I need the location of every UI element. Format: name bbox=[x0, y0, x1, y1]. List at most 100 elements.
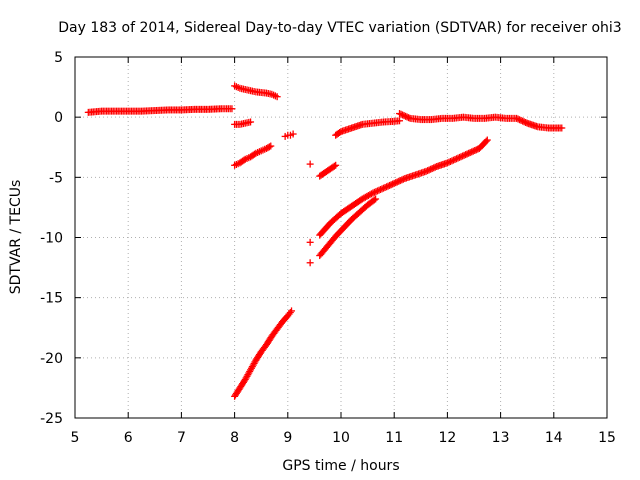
data-point-arc-7 bbox=[332, 161, 340, 169]
trace-point-arc-11 bbox=[519, 117, 527, 125]
plot-frame bbox=[74, 56, 608, 419]
trace-point-arc-8 bbox=[482, 137, 490, 145]
y-tick-label: 5 bbox=[54, 50, 63, 66]
trace-point-arc-8 bbox=[453, 155, 461, 163]
trace-point-arc-8 bbox=[445, 158, 453, 166]
data-point-arc-8 bbox=[465, 149, 473, 157]
trace-point-arc-2 bbox=[270, 91, 278, 99]
trace-point-arc-11 bbox=[403, 113, 411, 121]
trace-point-arc-11 bbox=[405, 114, 413, 122]
trace-point-arc-8 bbox=[381, 183, 389, 191]
trace-point-arc-8 bbox=[449, 156, 457, 164]
data-point-arc-8 bbox=[443, 159, 451, 167]
data-point-isolated bbox=[306, 160, 314, 168]
trace-point-arc-8 bbox=[393, 178, 401, 186]
trace-point-arc-8 bbox=[424, 167, 432, 175]
data-point-isolated bbox=[306, 238, 314, 246]
trace-point-arc-8 bbox=[456, 153, 464, 161]
x-tick-label: 10 bbox=[332, 430, 350, 446]
trace-point-arc-11 bbox=[402, 112, 410, 120]
trace-point-arc-8 bbox=[430, 164, 438, 172]
data-point-arc-3 bbox=[247, 118, 255, 126]
data-point-arc-6 bbox=[289, 130, 297, 138]
trace-point-arc-8 bbox=[472, 146, 480, 154]
y-tick-label: -15 bbox=[40, 291, 63, 307]
trace-point-arc-8 bbox=[457, 153, 465, 161]
data-point-isolated bbox=[306, 259, 314, 267]
x-tick-label: 8 bbox=[230, 430, 239, 446]
trace-point-arc-8 bbox=[431, 163, 439, 171]
trace-point-arc-8 bbox=[398, 176, 406, 184]
data-point-arc-8 bbox=[422, 167, 430, 175]
trace-point-arc-8 bbox=[425, 166, 433, 174]
trace-point-arc-8 bbox=[386, 181, 394, 189]
data-point-arc-8 bbox=[380, 184, 388, 192]
data-point-arc-10 bbox=[396, 117, 404, 125]
data-point-arc-4 bbox=[267, 142, 275, 150]
trace-point-arc-11 bbox=[400, 112, 408, 120]
data-point-arc-8 bbox=[483, 136, 491, 144]
trace-point-arc-8 bbox=[384, 182, 392, 190]
trace-point-arc-8 bbox=[396, 177, 404, 185]
data-point-arc-8 bbox=[369, 189, 377, 197]
trace-point-arc-8 bbox=[370, 188, 378, 196]
trace-point-arc-8 bbox=[373, 187, 381, 195]
trace-point-arc-11 bbox=[520, 118, 528, 126]
grid-lines bbox=[75, 57, 607, 418]
trace-point-arc-8 bbox=[427, 165, 435, 173]
trace-point-arc-11 bbox=[517, 116, 525, 124]
data-point-arc-11 bbox=[558, 124, 566, 132]
trace-point-arc-8 bbox=[446, 158, 454, 166]
trace-point-arc-8 bbox=[378, 185, 386, 193]
trace-point-arc-11 bbox=[516, 116, 524, 124]
trace-point-arc-8 bbox=[428, 165, 436, 173]
x-tick-label: 9 bbox=[283, 430, 292, 446]
y-axis-tick-labels: 5 0 -5 -10 -15 -20 -25 bbox=[40, 50, 63, 427]
trace-point-arc-8 bbox=[469, 147, 477, 155]
trace-point-arc-4 bbox=[265, 143, 273, 151]
trace-point-arc-7 bbox=[330, 162, 338, 170]
x-tick-label: 14 bbox=[545, 430, 563, 446]
y-tick-label: -5 bbox=[49, 170, 63, 186]
x-tick-label: 12 bbox=[438, 430, 456, 446]
trace-point-arc-9 bbox=[370, 196, 378, 204]
data-point-arc-2 bbox=[273, 93, 281, 101]
trace-point-arc-8 bbox=[392, 179, 400, 187]
data-points bbox=[84, 82, 566, 400]
data-point-arc-11 bbox=[396, 110, 404, 118]
trace-point-arc-8 bbox=[459, 152, 467, 160]
trace-point-arc-8 bbox=[468, 148, 476, 156]
trace-point-arc-8 bbox=[466, 149, 474, 157]
x-tick-label: 7 bbox=[177, 430, 186, 446]
x-tick-label: 15 bbox=[598, 430, 616, 446]
x-axis-tick-labels: 5 6 7 8 9 10 11 12 13 14 15 bbox=[71, 430, 616, 446]
trace-point-arc-8 bbox=[395, 177, 403, 185]
trace-point-arc-8 bbox=[372, 188, 380, 196]
x-tick-label: 11 bbox=[385, 430, 403, 446]
trace-point-arc-8 bbox=[375, 186, 383, 194]
data-point-arc-8 bbox=[454, 154, 462, 162]
y-tick-label: 0 bbox=[54, 110, 63, 126]
trace-point-arc-5 bbox=[286, 309, 294, 317]
trace-point-arc-8 bbox=[451, 155, 459, 163]
data-point-arc-5 bbox=[288, 307, 296, 315]
trace-point-arc-8 bbox=[463, 150, 471, 158]
trace-point-arc-8 bbox=[367, 190, 375, 198]
y-tick-label: -20 bbox=[40, 351, 63, 367]
x-tick-label: 5 bbox=[71, 430, 80, 446]
trace-point-arc-8 bbox=[471, 147, 479, 155]
x-tick-label: 6 bbox=[124, 430, 133, 446]
trace-point-arc-11 bbox=[397, 110, 405, 118]
chart-title: Day 183 of 2014, Sidereal Day-to-day VTE… bbox=[58, 20, 621, 36]
trace-point-arc-8 bbox=[389, 180, 397, 188]
trace-point-arc-8 bbox=[377, 186, 385, 194]
y-axis-label: SDTVAR / TECUs bbox=[8, 180, 24, 295]
trace-point-arc-11 bbox=[399, 111, 407, 119]
trace-point-arc-8 bbox=[387, 181, 395, 189]
data-point-arc-1 bbox=[228, 105, 236, 113]
data-point-arc-11 bbox=[513, 114, 521, 122]
data-point-arc-8 bbox=[390, 179, 398, 187]
x-tick-label: 13 bbox=[492, 430, 510, 446]
trace-point-arc-8 bbox=[383, 183, 391, 191]
